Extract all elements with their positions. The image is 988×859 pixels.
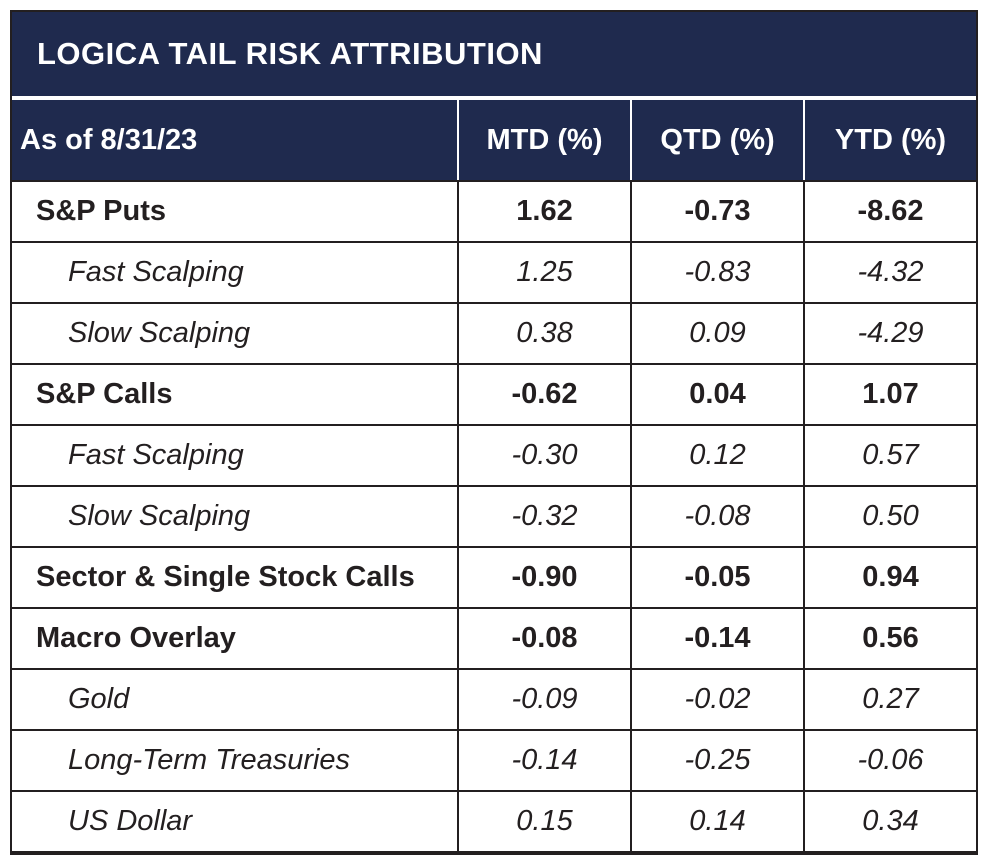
title-divider <box>12 96 976 100</box>
ytd-value: -8.62 <box>803 182 976 241</box>
table-row: S&P Puts 1.62 -0.73 -8.62 <box>12 180 976 241</box>
row-label: S&P Calls <box>36 378 173 410</box>
mtd-value: 0.15 <box>457 792 630 851</box>
table-row: Gold -0.09 -0.02 0.27 <box>12 668 976 729</box>
mtd-value: -0.90 <box>457 548 630 607</box>
ytd-value: -4.32 <box>803 243 976 302</box>
table-row: Slow Scalping -0.32 -0.08 0.50 <box>12 485 976 546</box>
qtd-value: -0.08 <box>630 487 803 546</box>
table-title-bar: LOGICA TAIL RISK ATTRIBUTION <box>12 12 976 96</box>
tail-risk-attribution-panel: LOGICA TAIL RISK ATTRIBUTION As of 8/31/… <box>10 10 978 855</box>
qtd-value: 0.12 <box>630 426 803 485</box>
attribution-table: LOGICA TAIL RISK ATTRIBUTION As of 8/31/… <box>10 10 978 855</box>
table-row: Fast Scalping 1.25 -0.83 -4.32 <box>12 241 976 302</box>
mtd-value: -0.62 <box>457 365 630 424</box>
table-row: Fast Scalping -0.30 0.12 0.57 <box>12 424 976 485</box>
ytd-value: 0.34 <box>803 792 976 851</box>
column-header-ytd: YTD (%) <box>803 100 976 180</box>
table-title: LOGICA TAIL RISK ATTRIBUTION <box>37 36 543 71</box>
qtd-value: -0.83 <box>630 243 803 302</box>
ytd-value: 0.27 <box>803 670 976 729</box>
row-label: Gold <box>68 683 130 715</box>
row-label: S&P Puts <box>36 195 167 227</box>
mtd-value: -0.30 <box>457 426 630 485</box>
as-of-date-label: As of 8/31/23 <box>20 123 198 156</box>
table-header-row: As of 8/31/23 MTD (%) QTD (%) YTD (%) <box>12 100 976 180</box>
column-header-qtd: QTD (%) <box>630 100 803 180</box>
ytd-value: 0.56 <box>803 609 976 668</box>
qtd-value: 0.09 <box>630 304 803 363</box>
row-label: Slow Scalping <box>68 500 251 532</box>
table-row: Long-Term Treasuries -0.14 -0.25 -0.06 <box>12 729 976 790</box>
row-label: Macro Overlay <box>36 622 236 654</box>
qtd-value: -0.73 <box>630 182 803 241</box>
qtd-value: 0.04 <box>630 365 803 424</box>
row-label: Fast Scalping <box>68 256 244 288</box>
table-body: S&P Puts 1.62 -0.73 -8.62 Fast Scalping 1.25-… <box>12 180 976 851</box>
mtd-value: 1.62 <box>457 182 630 241</box>
qtd-value: -0.14 <box>630 609 803 668</box>
table-row: Slow Scalping 0.38 0.09 -4.29 <box>12 302 976 363</box>
ytd-value: -0.06 <box>803 731 976 790</box>
row-label: Sector & Single Stock Calls <box>36 561 415 593</box>
ytd-value: 0.50 <box>803 487 976 546</box>
ytd-value: 0.94 <box>803 548 976 607</box>
ytd-value: -4.29 <box>803 304 976 363</box>
row-label: Slow Scalping <box>68 317 251 349</box>
ytd-value: 1.07 <box>803 365 976 424</box>
mtd-value: -0.14 <box>457 731 630 790</box>
table-row: S&P Calls -0.62 0.04 1.07 <box>12 363 976 424</box>
mtd-value: -0.32 <box>457 487 630 546</box>
mtd-value: -0.08 <box>457 609 630 668</box>
mtd-value: 0.38 <box>457 304 630 363</box>
mtd-value: -0.09 <box>457 670 630 729</box>
table-row: US Dollar 0.15 0.14 0.34 <box>12 790 976 851</box>
column-header-mtd: MTD (%) <box>457 100 630 180</box>
qtd-value: -0.25 <box>630 731 803 790</box>
qtd-value: -0.02 <box>630 670 803 729</box>
ytd-value: 0.57 <box>803 426 976 485</box>
row-label: Fast Scalping <box>68 439 244 471</box>
mtd-value: 1.25 <box>457 243 630 302</box>
qtd-value: 0.14 <box>630 792 803 851</box>
row-label: Long-Term Treasuries <box>68 744 351 776</box>
table-row: Macro Overlay -0.08 -0.14 0.56 <box>12 607 976 668</box>
row-label: US Dollar <box>68 805 193 837</box>
qtd-value: -0.05 <box>630 548 803 607</box>
table-row: Sector & Single Stock Calls -0.90 -0.05 0.9… <box>12 546 976 607</box>
